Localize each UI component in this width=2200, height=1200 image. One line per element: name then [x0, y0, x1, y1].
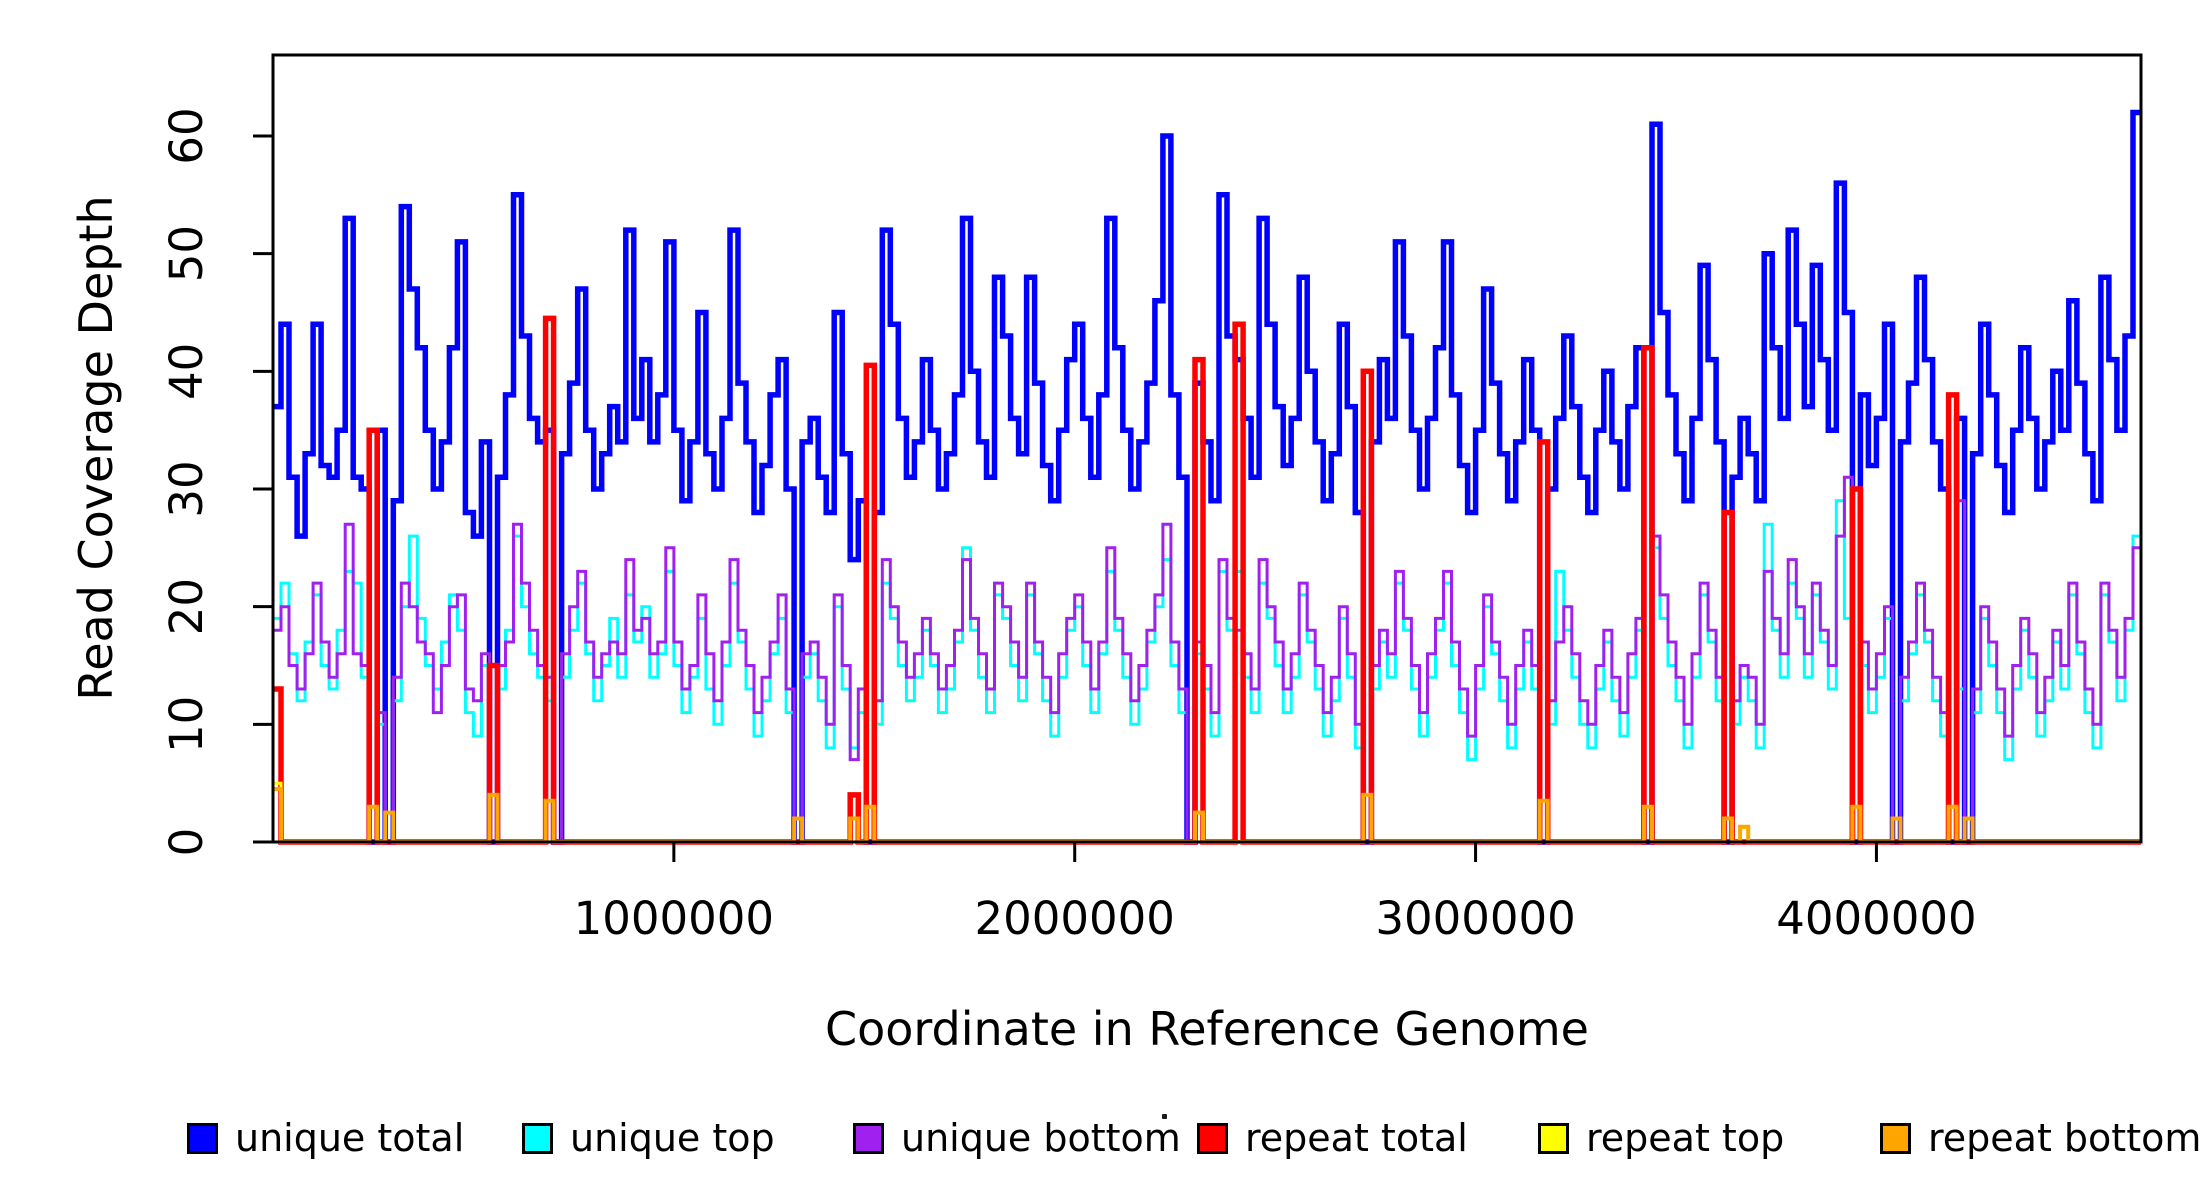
y-tick-label: 40 — [160, 343, 213, 400]
series-line-unique-bottom — [273, 475, 2141, 844]
legend-swatch-unique-top — [522, 1122, 553, 1154]
y-tick-label: 0 — [160, 828, 213, 857]
legend-label: repeat top — [1586, 1116, 1785, 1160]
y-tick-label: 60 — [160, 107, 213, 164]
y-tick-label: 20 — [160, 578, 213, 635]
legend-swatch-repeat-bottom — [1880, 1122, 1911, 1154]
legend-label: unique bottom — [901, 1116, 1181, 1160]
legend: unique total unique top unique bottom repea… — [0, 0, 2200, 1160]
y-tick-label: 30 — [160, 460, 213, 517]
x-tick-label: 4000000 — [1776, 892, 1976, 945]
x-tick-label: 2000000 — [975, 892, 1175, 945]
legend-swatch-unique-bottom — [853, 1122, 884, 1154]
y-axis-title: Read Coverage Depth — [69, 195, 123, 700]
y-tick-label: 10 — [160, 696, 213, 753]
legend-item-unique-top: unique top — [522, 1116, 775, 1160]
legend-label: repeat bottom — [1928, 1116, 2200, 1160]
legend-item-repeat-total: repeat total — [1197, 1116, 1468, 1160]
x-axis-title: Coordinate in Reference Genome — [825, 1002, 1589, 1056]
x-tick-label: 1000000 — [574, 892, 774, 945]
y-tick-label: 50 — [160, 225, 213, 282]
legend-item-unique-bottom: unique bottom — [853, 1116, 1181, 1160]
plot-border — [271, 53, 2143, 844]
legend-swatch-repeat-total — [1197, 1122, 1228, 1154]
x-tick-label: 3000000 — [1375, 892, 1575, 945]
legend-label: unique top — [570, 1116, 775, 1160]
legend-label: unique total — [235, 1116, 465, 1160]
legend-label: repeat total — [1245, 1116, 1468, 1160]
legend-swatch-repeat-top — [1538, 1122, 1569, 1154]
legend-item-repeat-top: repeat top — [1538, 1116, 1784, 1160]
legend-item-repeat-bottom: repeat bottom — [1880, 1116, 2200, 1160]
stray-dot-artifact — [1162, 1114, 1167, 1119]
legend-swatch-unique-total — [187, 1122, 218, 1154]
series-group — [273, 109, 2141, 845]
legend-item-unique-total: unique total — [187, 1116, 464, 1160]
series-line-unique-total — [273, 109, 2141, 845]
axes-group: 0 10 20 30 40 50 60 1000000 2000000 3000000 400000… — [160, 53, 2143, 945]
